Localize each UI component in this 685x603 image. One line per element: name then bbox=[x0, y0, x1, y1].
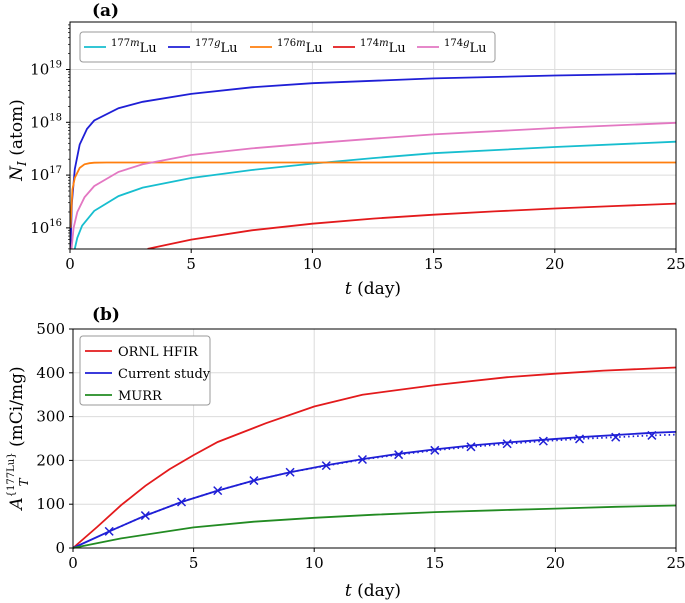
a-series-177gLu bbox=[70, 72, 676, 249]
b-xtick-label-3: 15 bbox=[425, 554, 444, 572]
panel-b-ticks: 0 5 10 15 20 25 0 100 200 300 400 500 bbox=[36, 320, 685, 572]
b-xtick-label-1: 5 bbox=[189, 554, 199, 572]
panel-a-ylabel: NI (atom) bbox=[7, 99, 29, 182]
b-marker-x bbox=[213, 486, 223, 496]
b-marker-x bbox=[430, 445, 440, 455]
a-xtick-label-0: 0 bbox=[65, 255, 75, 273]
panel-a-series bbox=[70, 72, 676, 249]
a-series-177mLu bbox=[73, 140, 676, 249]
b-marker-x bbox=[574, 434, 585, 444]
a-legend-label-177gLu: 177gLu bbox=[195, 38, 238, 56]
a-legend-label-174gLu: 174gLu bbox=[444, 38, 487, 56]
panel-a-ticks: 0 5 10 15 20 25 1016 1017 1018 1019 bbox=[30, 24, 685, 273]
b-ytick-label-3: 300 bbox=[36, 408, 65, 426]
a-xtick-label-3: 15 bbox=[424, 255, 443, 273]
b-ytick-label-2: 200 bbox=[36, 451, 65, 469]
b-xtick-label-0: 0 bbox=[68, 554, 78, 572]
panel-b: (b) 0 5 10 15 20 25 0 100 200 300 400 500 A{177Lu}T… bbox=[6, 305, 685, 601]
a-ytick-label-0: 1016 bbox=[30, 218, 62, 237]
b-ytick-label-5: 500 bbox=[36, 320, 65, 338]
b-series-ORNL-HFIR bbox=[72, 366, 677, 549]
a-xtick-label-4: 20 bbox=[545, 255, 564, 273]
b-marker-x bbox=[140, 511, 150, 521]
a-legend-label-176mLu: 176mLu bbox=[277, 38, 323, 56]
b-series-Current-study bbox=[72, 431, 677, 549]
panel-a-legend: 177mLu 177gLu 176mLu 174mLu 174gLu bbox=[79, 31, 496, 63]
b-marker-x bbox=[611, 432, 621, 442]
b-legend-label-1: Current study bbox=[118, 367, 211, 382]
svg-text:A{177Lu}T (mCi/mg): A{177Lu}T (mCi/mg) bbox=[6, 366, 31, 511]
b-ytick-label-0: 0 bbox=[55, 539, 65, 557]
panel-a-xlabel: t (day) bbox=[345, 279, 401, 299]
b-marker-x bbox=[357, 454, 367, 465]
b-marker-x bbox=[502, 439, 512, 449]
b-legend-label-2: MURR bbox=[118, 389, 163, 404]
b-dotted-fit bbox=[108, 433, 677, 533]
b-marker-x bbox=[538, 436, 548, 446]
a-legend-label-177mLu: 177mLu bbox=[111, 38, 157, 56]
panel-b-legend: ORNL HFIR Current study MURR bbox=[79, 335, 211, 406]
b-marker-x bbox=[285, 467, 295, 477]
b-legend-label-0: ORNL HFIR bbox=[118, 345, 199, 360]
a-ytick-label-2: 1018 bbox=[30, 112, 62, 131]
panel-b-ylabel: A{177Lu}T (mCi/mg) bbox=[6, 366, 31, 511]
a-series-174mLu bbox=[147, 202, 676, 249]
a-series-174gLu bbox=[70, 121, 676, 249]
a-xtick-label-1: 5 bbox=[186, 255, 196, 273]
panel-b-label: (b) bbox=[92, 305, 120, 325]
panel-a-label: (a) bbox=[92, 1, 119, 21]
b-marker-x bbox=[647, 430, 657, 440]
b-marker-x bbox=[104, 526, 114, 536]
a-legend-label-174mLu: 174mLu bbox=[360, 38, 406, 56]
b-marker-x bbox=[394, 450, 404, 460]
a-ytick-label-3: 1019 bbox=[30, 60, 62, 79]
a-ytick-label-1: 1017 bbox=[30, 165, 62, 184]
b-series-MURR bbox=[72, 504, 677, 549]
panel-b-xlabel: t (day) bbox=[345, 581, 401, 601]
b-ytick-label-1: 100 bbox=[36, 495, 65, 513]
a-xtick-label-2: 10 bbox=[303, 255, 322, 273]
b-marker-x bbox=[177, 497, 187, 507]
b-xtick-label-5: 25 bbox=[666, 554, 685, 572]
b-xtick-label-4: 20 bbox=[546, 554, 565, 572]
a-series-176mLu bbox=[70, 161, 676, 228]
b-ytick-label-4: 400 bbox=[36, 364, 65, 382]
svg-text:NI (atom): NI (atom) bbox=[7, 99, 29, 182]
b-marker-x bbox=[321, 461, 331, 471]
panel-b-frame bbox=[72, 328, 677, 549]
b-marker-x bbox=[466, 442, 476, 452]
panel-a-frame bbox=[69, 21, 677, 250]
b-marker-x bbox=[249, 476, 259, 486]
a-xtick-label-5: 25 bbox=[666, 255, 685, 273]
panel-a: (a) 0 5 10 15 20 25 1016 1017 1018 1019 NI (atom)… bbox=[7, 1, 685, 299]
panel-b-series bbox=[72, 366, 677, 549]
b-xtick-label-2: 10 bbox=[305, 554, 324, 572]
